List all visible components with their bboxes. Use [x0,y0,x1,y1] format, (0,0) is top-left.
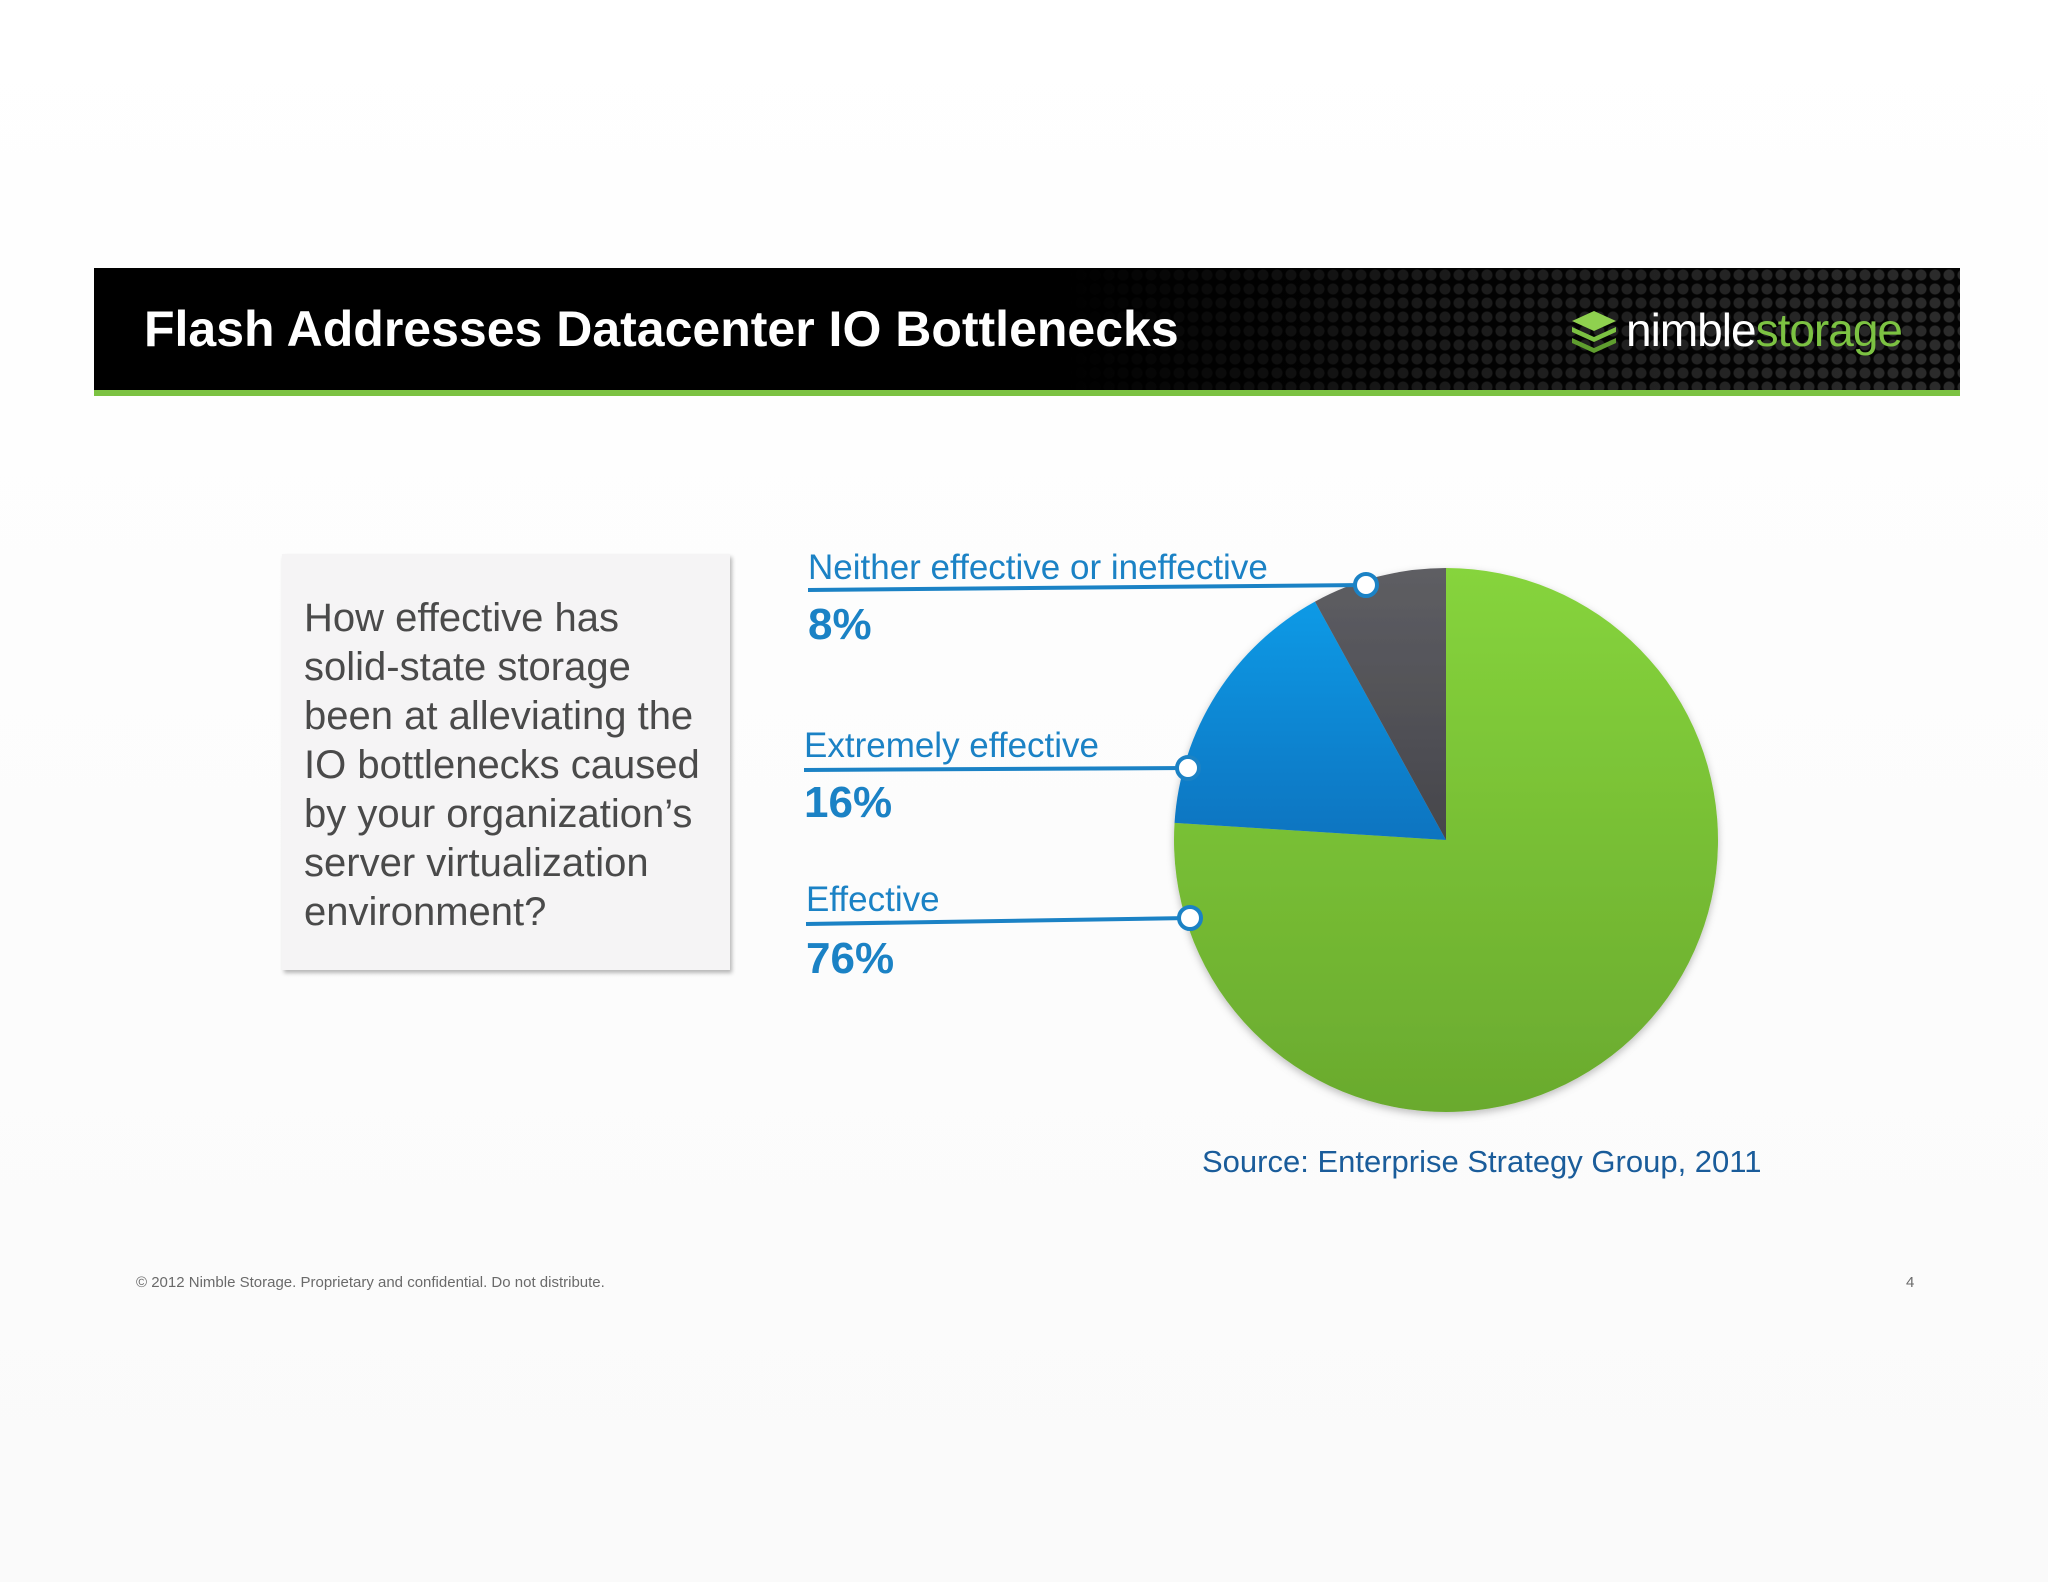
nimble-storage-logo: nimblestorage [1568,300,1903,360]
logo-text: nimblestorage [1626,303,1903,357]
layered-stack-icon [1572,311,1617,353]
slice-label-effective: Effective [806,880,940,919]
slice-label-extremely-effective: Extremely effective [804,726,1100,765]
leader-dot-effective [1177,905,1203,931]
pie-slice-neither [1314,568,1446,840]
leader-dot-neither [1353,572,1379,598]
leader-dot-extremely-effective [1175,755,1201,781]
slide-title: Flash Addresses Datacenter IO Bottleneck… [144,301,1179,357]
pie-slice-effective [1174,568,1719,1113]
question-box: How effective has solid-state storage be… [282,554,730,970]
header-bar [94,268,1960,390]
header-accent-line [94,390,1960,396]
logo-text-storage: storage [1755,304,1903,356]
logo-text-nimble: nimble [1626,304,1757,356]
page-number: 4 [1906,1274,1915,1291]
slice-value-neither: 8% [808,600,872,649]
slice-value-extremely-effective: 16% [804,778,893,827]
footer-copyright: © 2012 Nimble Storage. Proprietary and c… [136,1274,605,1291]
slice-label-neither: Neither effective or ineffective [808,548,1268,587]
question-text: How effective has solid-state storage be… [304,596,700,934]
slice-value-effective: 76% [806,934,895,983]
pie-slice-extremely-effective [1174,601,1446,840]
source-note: Source: Enterprise Strategy Group, 2011 [1202,1144,1762,1179]
leader-line-extremely-effective [803,766,1189,772]
